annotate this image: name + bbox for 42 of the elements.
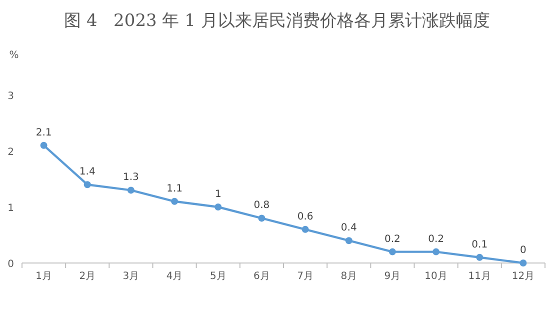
x-tick-label: 11月	[468, 271, 491, 282]
data-label: 0	[520, 245, 526, 256]
chart-title: 图 4 2023 年 1 月以来居民消费价格各月累计涨跌幅度	[63, 10, 491, 32]
y-axis-title: %	[9, 50, 19, 61]
point	[520, 260, 527, 266]
point	[40, 142, 48, 149]
x-tick-label: 6月	[254, 271, 270, 282]
y-tick-label: 3	[8, 91, 14, 102]
point	[171, 198, 178, 205]
x-tick-label: 4月	[166, 271, 183, 282]
data-label: 1.3	[123, 172, 139, 184]
data-label: 0.1	[472, 239, 488, 250]
point	[432, 248, 440, 256]
data-label: 0.2	[384, 234, 400, 245]
data-label: 2.1	[36, 127, 52, 138]
x-tick-label: 3月	[122, 271, 140, 282]
y-tick-label: 2	[8, 147, 14, 158]
x-tick-label: 8月	[340, 271, 358, 282]
data-label: 0.2	[428, 234, 444, 245]
data-label: 0.4	[340, 222, 357, 234]
point	[127, 186, 134, 194]
x-tick-label: 1月	[36, 271, 52, 282]
y-tick-label: 0	[8, 259, 14, 270]
x-tick-label: 9月	[384, 271, 401, 282]
x-tick-label: 12月	[512, 271, 535, 282]
point	[258, 214, 266, 222]
x-tick-label: 5月	[210, 271, 226, 282]
point	[302, 226, 309, 233]
data-label: 0.8	[254, 200, 270, 212]
x-tick-label: 7月	[297, 271, 314, 282]
point	[345, 237, 352, 244]
data-label: 1.1	[166, 183, 182, 194]
y-tick-label: 1	[8, 203, 14, 214]
point	[388, 248, 396, 256]
point	[214, 204, 222, 210]
point	[476, 254, 484, 261]
x-tick-label: 10月	[424, 271, 448, 282]
data-label: 1.4	[79, 166, 96, 178]
point	[84, 181, 91, 188]
data-label: 1	[214, 189, 222, 200]
x-tick-label: 2月	[79, 271, 96, 282]
data-label: 0.6	[297, 211, 314, 222]
